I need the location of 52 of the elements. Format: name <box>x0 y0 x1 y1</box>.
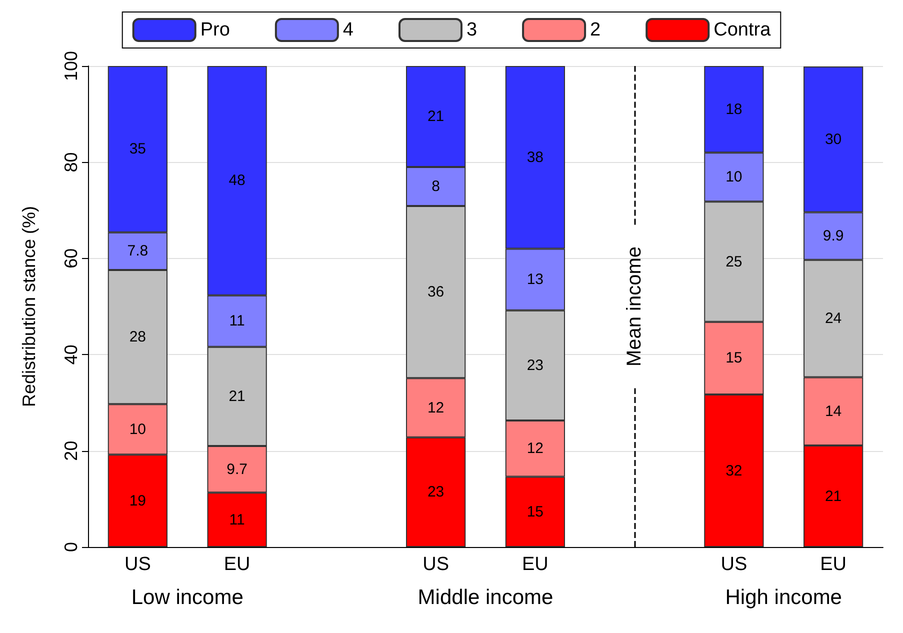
data-label: 14 <box>824 402 842 420</box>
data-label: 19 <box>129 492 146 510</box>
data-label: 9.7 <box>226 460 248 478</box>
legend-label: Contra <box>714 20 772 40</box>
data-label: 36 <box>427 284 444 301</box>
data-label: 23 <box>526 356 544 374</box>
y-tick-label: 100 <box>61 50 81 82</box>
data-label: 12 <box>427 399 444 416</box>
text: Low income <box>131 586 244 609</box>
x-tick-label: EU <box>522 554 548 575</box>
data-label: 30 <box>824 130 842 148</box>
x-tick-label: US <box>720 554 748 575</box>
data-label: 48 <box>228 172 246 190</box>
y-axis-title: Redistribution stance (%) <box>19 206 39 408</box>
legend-label: 4 <box>342 20 354 40</box>
legend-label: 3 <box>466 20 478 40</box>
y-tick-label: 0 <box>61 542 81 552</box>
y-tick-label: 20 <box>61 440 81 461</box>
data-label: 32 <box>726 462 742 480</box>
data-label: 18 <box>726 100 742 118</box>
data-label: 10 <box>129 420 146 438</box>
y-tick-label: 40 <box>61 344 81 365</box>
y-tick-label: 60 <box>61 248 81 268</box>
x-tick-label: US <box>422 554 450 575</box>
text: High income <box>725 586 842 609</box>
x-tick-label: EU <box>224 554 250 575</box>
data-label: 9.9 <box>822 228 844 245</box>
data-label: 11 <box>229 312 245 330</box>
data-label: 21 <box>427 108 444 126</box>
data-label: 35 <box>129 140 146 158</box>
data-label: 10 <box>726 168 742 186</box>
y-tick-label: 80 <box>61 152 81 172</box>
text: Mean income <box>624 246 646 367</box>
data-label: 38 <box>526 148 544 166</box>
data-label: 15 <box>726 350 742 367</box>
data-label: 25 <box>726 253 742 270</box>
data-label: 21 <box>824 488 842 505</box>
data-label: 12 <box>526 440 544 458</box>
data-label: 23 <box>427 484 444 501</box>
legend-label: 2 <box>590 20 601 40</box>
data-label: 15 <box>526 503 544 520</box>
data-label: 24 <box>824 310 842 328</box>
data-label: 21 <box>228 388 246 405</box>
data-label: 8 <box>432 178 440 195</box>
data-label: 13 <box>526 271 544 288</box>
data-label: 28 <box>129 328 146 346</box>
data-label: 11 <box>229 511 245 528</box>
legend-label: Pro <box>200 20 230 40</box>
data-label: 7.8 <box>127 242 148 260</box>
x-tick-label: US <box>124 554 151 575</box>
x-tick-label: EU <box>820 554 847 575</box>
text: Middle income <box>418 586 554 609</box>
